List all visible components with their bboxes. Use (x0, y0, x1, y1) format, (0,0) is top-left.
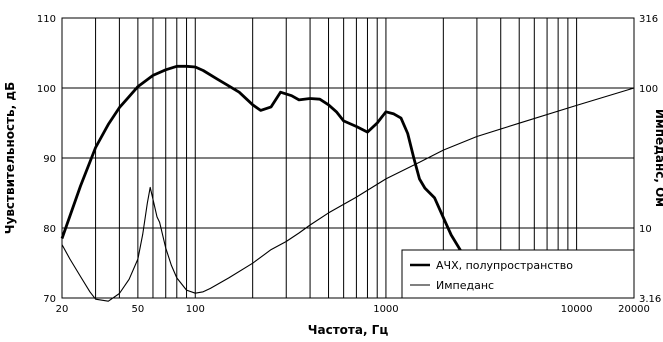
y-axis-title: Чувствительность, дБ (3, 82, 17, 234)
x-tick-label: 100 (186, 304, 205, 315)
grid (62, 18, 634, 298)
y2-tick-label: 316 (639, 14, 658, 25)
x-tick-label: 20 (56, 304, 69, 315)
x-tick-label: 20000 (618, 304, 650, 315)
x-tick-label: 10000 (561, 304, 593, 315)
legend-label-impedance: Импеданс (436, 279, 494, 292)
legend-box (401, 249, 635, 299)
y-tick-label: 80 (43, 224, 56, 235)
y-tick-label: 100 (37, 84, 56, 95)
legend-label-response: АЧХ, полупространство (436, 259, 573, 272)
legend: АЧХ, полупространство Импеданс (401, 249, 635, 299)
y2-tick-label: 100 (639, 84, 658, 95)
x-axis-title: Частота, Гц (308, 323, 389, 337)
curves (60, 64, 635, 302)
y2-axis-title: Импеданс, Ом (653, 109, 663, 207)
x-tick-label: 50 (132, 304, 145, 315)
y-tick-label: 70 (43, 294, 56, 305)
y-tick-label: 90 (43, 154, 56, 165)
series-line-impedance (61, 87, 635, 302)
tick-labels: 20 50 100 1000 10000 20000 70 80 90 100 110 3.16 10 1… (37, 14, 661, 315)
x-tick-label: 1000 (373, 304, 398, 315)
series-line-response (60, 64, 473, 279)
y2-tick-label: 3.16 (639, 294, 661, 305)
y2-tick-label: 10 (639, 224, 652, 235)
y-tick-label: 110 (37, 14, 56, 25)
